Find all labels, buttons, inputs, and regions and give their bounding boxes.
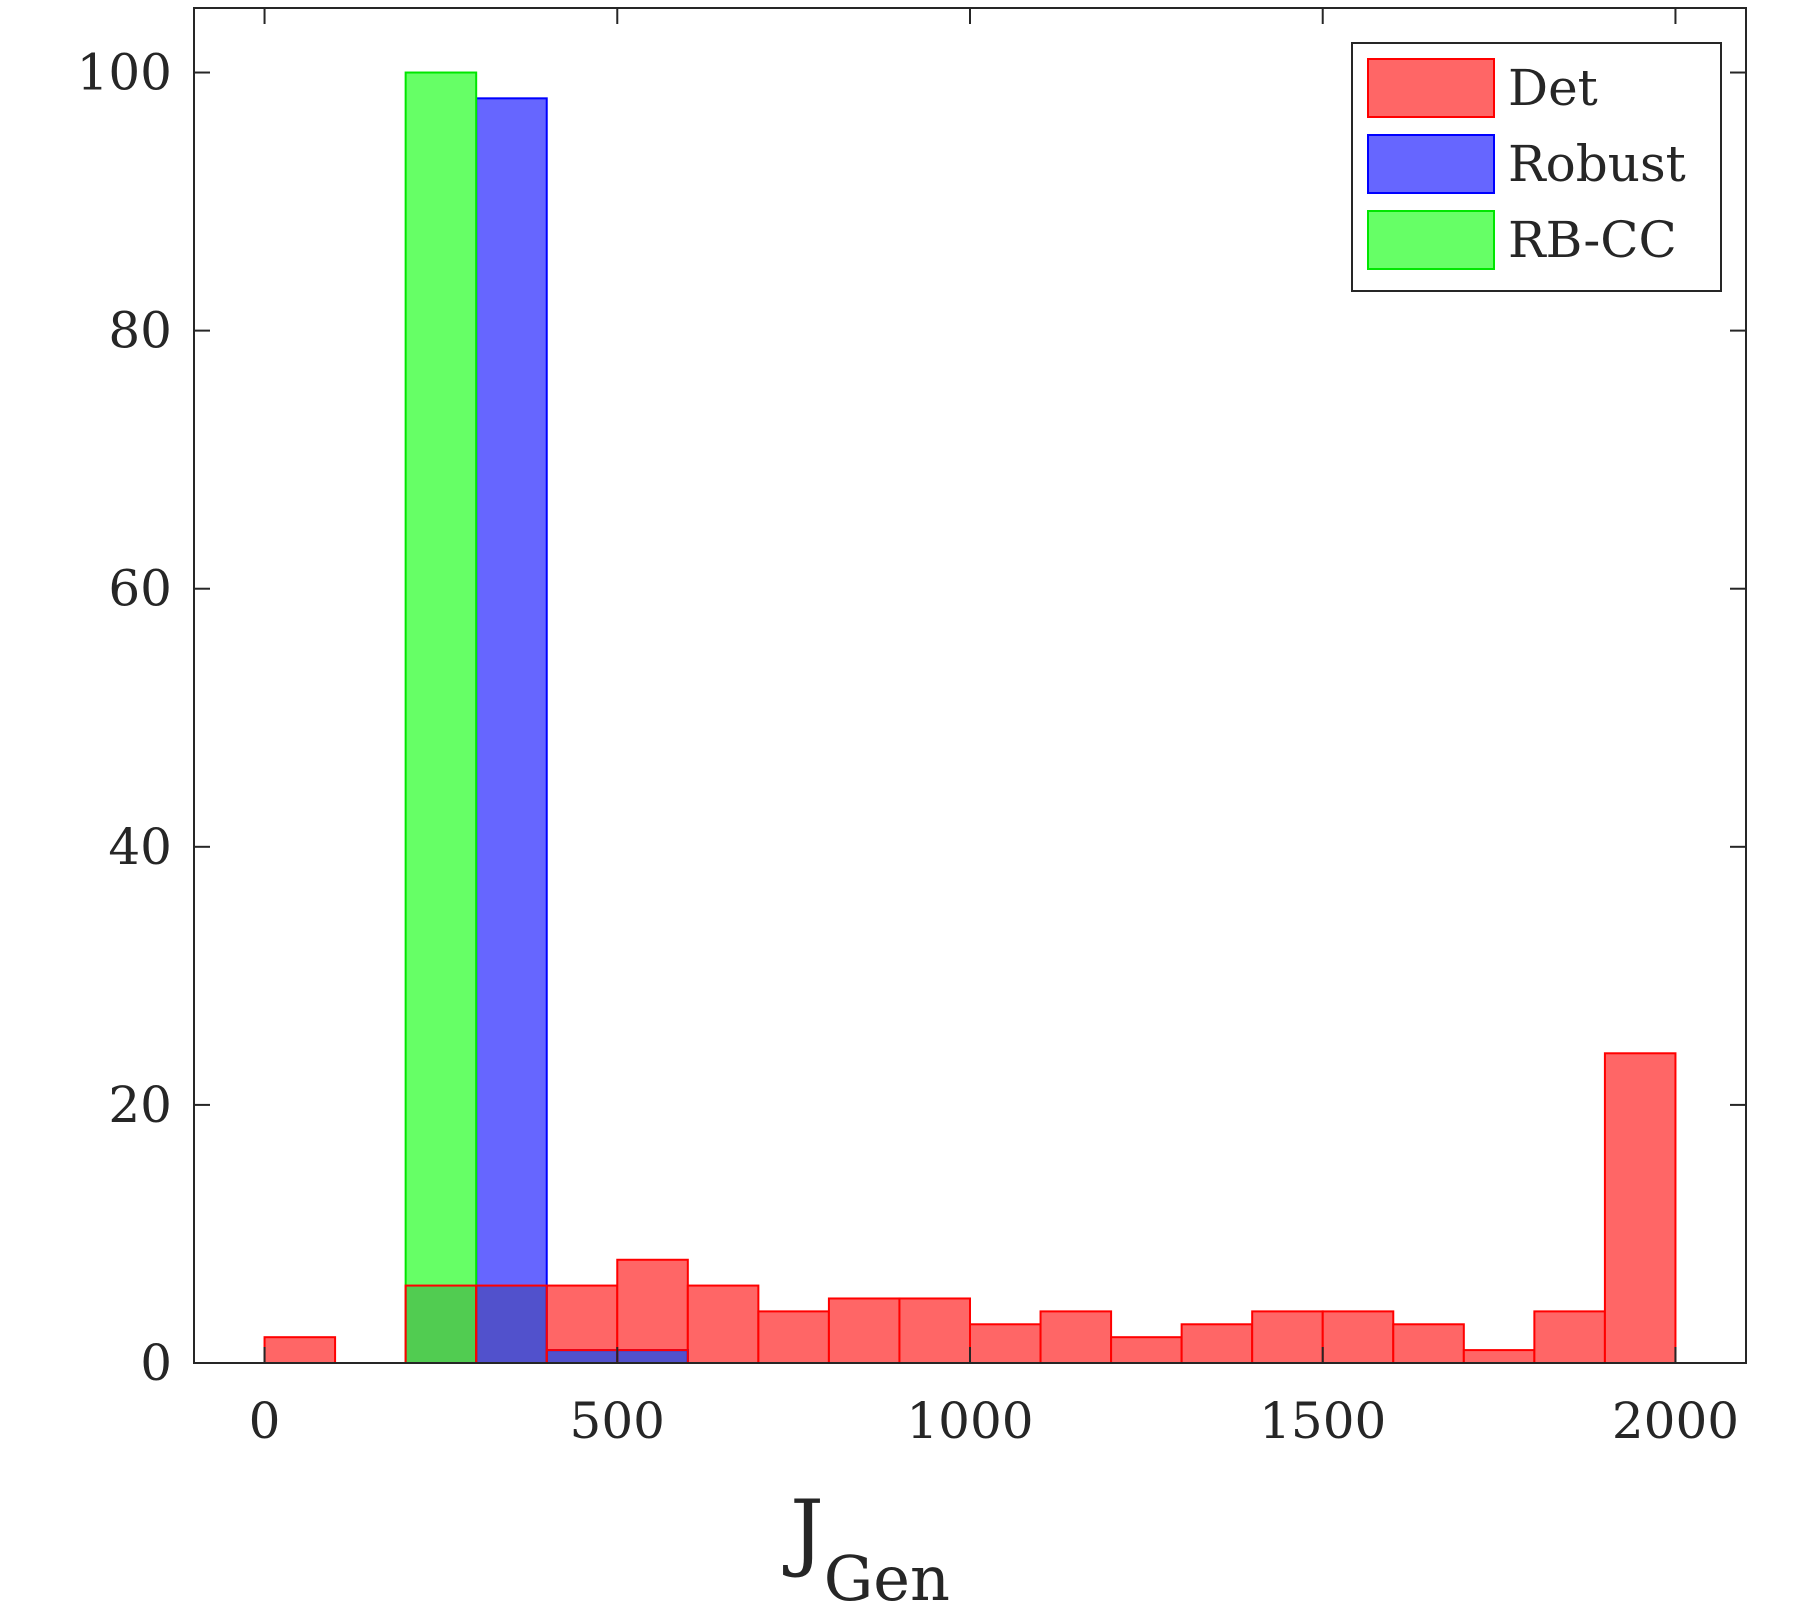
legend-label-robust: Robust <box>1508 135 1686 193</box>
bar-det-1100 <box>1039 1310 1113 1365</box>
bar-overlap-400 <box>545 1349 619 1364</box>
bar-det-900 <box>898 1297 971 1365</box>
bar-det-1300 <box>1180 1323 1254 1365</box>
legend-swatch-robust <box>1367 134 1495 194</box>
bar-overlap-200 <box>404 1284 478 1364</box>
bar-det-1200 <box>1110 1336 1183 1364</box>
legend-label-rb-cc: RB-CC <box>1508 211 1677 269</box>
bar-det-1500 <box>1321 1310 1395 1365</box>
x-axis-label-main: J <box>782 1482 824 1580</box>
bar-det-700 <box>757 1310 830 1365</box>
bar-det-1700 <box>1462 1349 1536 1364</box>
tick-labels-layer: 0 500 1000 1500 2000 0 20 40 60 80 100 <box>77 44 1740 1450</box>
legend-swatch-det <box>1367 58 1495 118</box>
axes-layer <box>193 7 1747 1364</box>
x-tick-label-1000: 1000 <box>906 1392 1033 1450</box>
y-tick-label-20: 20 <box>108 1076 172 1134</box>
bars-layer <box>263 71 1677 1365</box>
x-axis-label-subscript: Gen <box>824 1542 950 1615</box>
x-tick-label-1500: 1500 <box>1259 1392 1386 1450</box>
y-tick-label-0: 0 <box>140 1334 172 1392</box>
bar-det-1800 <box>1533 1310 1606 1365</box>
x-tick-label-2000: 2000 <box>1612 1392 1739 1450</box>
y-tick-label-100: 100 <box>77 44 172 102</box>
x-tick-label-500: 500 <box>570 1392 665 1450</box>
y-tick-label-60: 60 <box>108 560 172 618</box>
bar-rb-cc-200 <box>404 71 478 1365</box>
bar-robust-300 <box>475 97 548 1364</box>
legend-swatch-rb-cc <box>1367 210 1495 270</box>
bar-det-0 <box>263 1336 337 1364</box>
x-axis-label: JGen <box>782 1482 950 1615</box>
bar-det-500 <box>616 1258 689 1365</box>
bar-det-1900 <box>1603 1052 1677 1365</box>
bar-overlap-300 <box>475 1284 548 1364</box>
legend: Det Robust RB-CC <box>1351 42 1722 292</box>
bar-det-1400 <box>1251 1310 1324 1365</box>
bar-overlap-500 <box>616 1349 689 1364</box>
bar-det-1600 <box>1392 1323 1465 1365</box>
y-tick-label-80: 80 <box>108 302 172 360</box>
bar-det-600 <box>686 1284 760 1364</box>
legend-label-det: Det <box>1508 59 1598 117</box>
bar-det-800 <box>827 1297 901 1365</box>
y-tick-label-40: 40 <box>108 818 172 876</box>
x-tick-label-0: 0 <box>249 1392 281 1450</box>
bar-det-1000 <box>969 1323 1042 1365</box>
